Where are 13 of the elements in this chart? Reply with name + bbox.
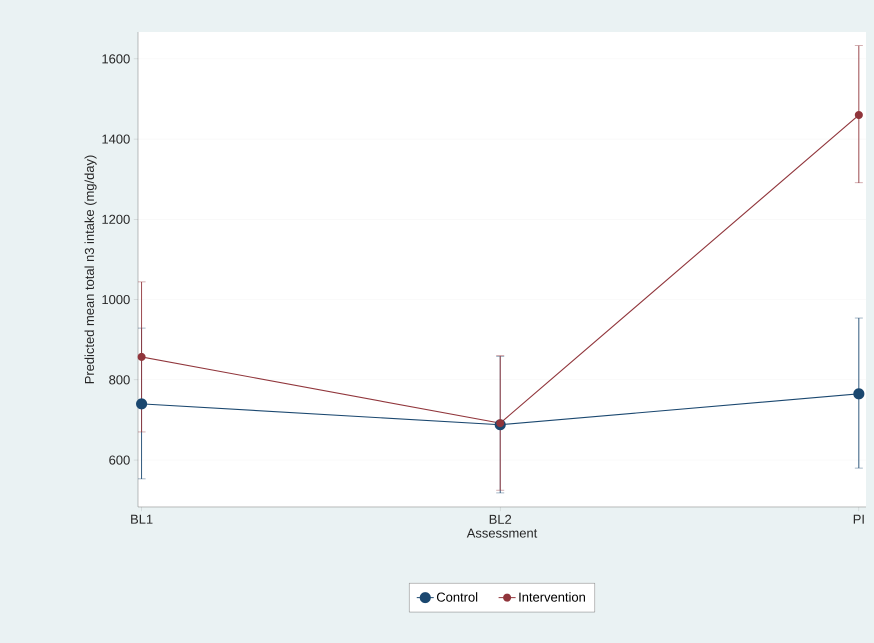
y-tick-label: 1600 [102,54,130,64]
y-tick-label: 1200 [102,214,130,224]
legend-label: Intervention [519,592,585,602]
y-tick-label: 1000 [102,294,130,304]
legend-label: Control [436,592,478,602]
x-tick-label: BL2 [490,514,512,524]
y-axis-title: Predicted mean total n3 intake (mg/day) [84,155,97,384]
y-tick-label: 600 [109,455,130,465]
x-tick-label: BL1 [131,514,152,524]
x-axis-title: Assessment [466,528,538,538]
y-tick-label: 1400 [102,134,130,144]
x-tick-label: PI [854,514,864,524]
y-tick-label: 800 [109,375,130,384]
